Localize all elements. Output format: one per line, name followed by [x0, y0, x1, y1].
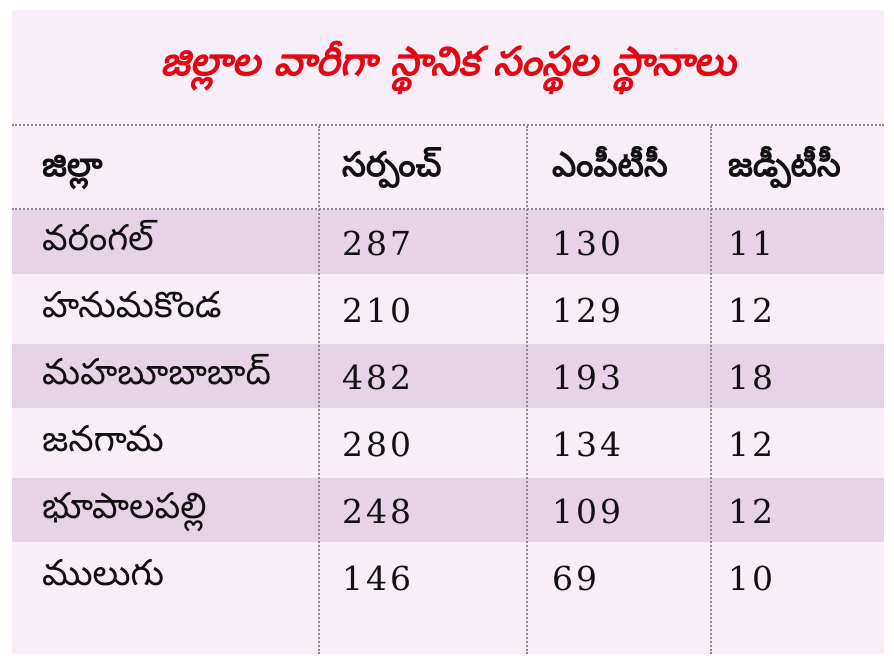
zptc-count: 18	[728, 357, 776, 397]
column-header-sarpanch: సర్పంచ్	[342, 145, 442, 185]
column-divider	[526, 126, 528, 654]
table-panel: జిల్లాల వారీగా స్థానిక సంస్థల స్థానాలు జ…	[12, 10, 884, 654]
sarpanch-count: 210	[342, 290, 414, 330]
district-name: భూపాలపల్లి	[42, 486, 207, 527]
row-band	[12, 344, 884, 408]
sarpanch-count: 287	[342, 223, 414, 263]
header-divider	[12, 208, 884, 210]
district-name: జనగామ	[42, 419, 164, 460]
mptc-count: 109	[552, 491, 624, 531]
column-header-zptc: జడ్పీటీసీ	[728, 145, 841, 185]
column-header-mptc: ఎంపీటీసీ	[552, 145, 668, 185]
district-name: వరంగల్	[42, 218, 154, 259]
row-band	[12, 210, 884, 274]
zptc-count: 10	[728, 558, 776, 598]
mptc-count: 129	[552, 290, 624, 330]
zptc-count: 12	[728, 424, 776, 464]
sarpanch-count: 280	[342, 424, 414, 464]
district-name: మహబూబాబాద్	[42, 352, 271, 393]
zptc-count: 12	[728, 491, 776, 531]
row-band	[12, 478, 884, 542]
column-header-district: జిల్లా	[42, 145, 103, 185]
district-name: ములుగు	[42, 553, 164, 594]
sarpanch-count: 146	[342, 558, 414, 598]
table-title: జిల్లాల వారీగా స్థానిక సంస్థల స్థానాలు	[160, 39, 736, 85]
sarpanch-count: 482	[342, 357, 414, 397]
sarpanch-count: 248	[342, 491, 414, 531]
title-divider	[12, 124, 884, 126]
mptc-count: 69	[552, 558, 600, 598]
zptc-count: 12	[728, 290, 776, 330]
mptc-count: 130	[552, 223, 624, 263]
zptc-count: 11	[728, 223, 776, 263]
column-divider	[710, 126, 712, 654]
mptc-count: 134	[552, 424, 624, 464]
column-divider	[318, 126, 320, 654]
mptc-count: 193	[552, 357, 624, 397]
district-name: హనుమకొండ	[42, 285, 222, 326]
